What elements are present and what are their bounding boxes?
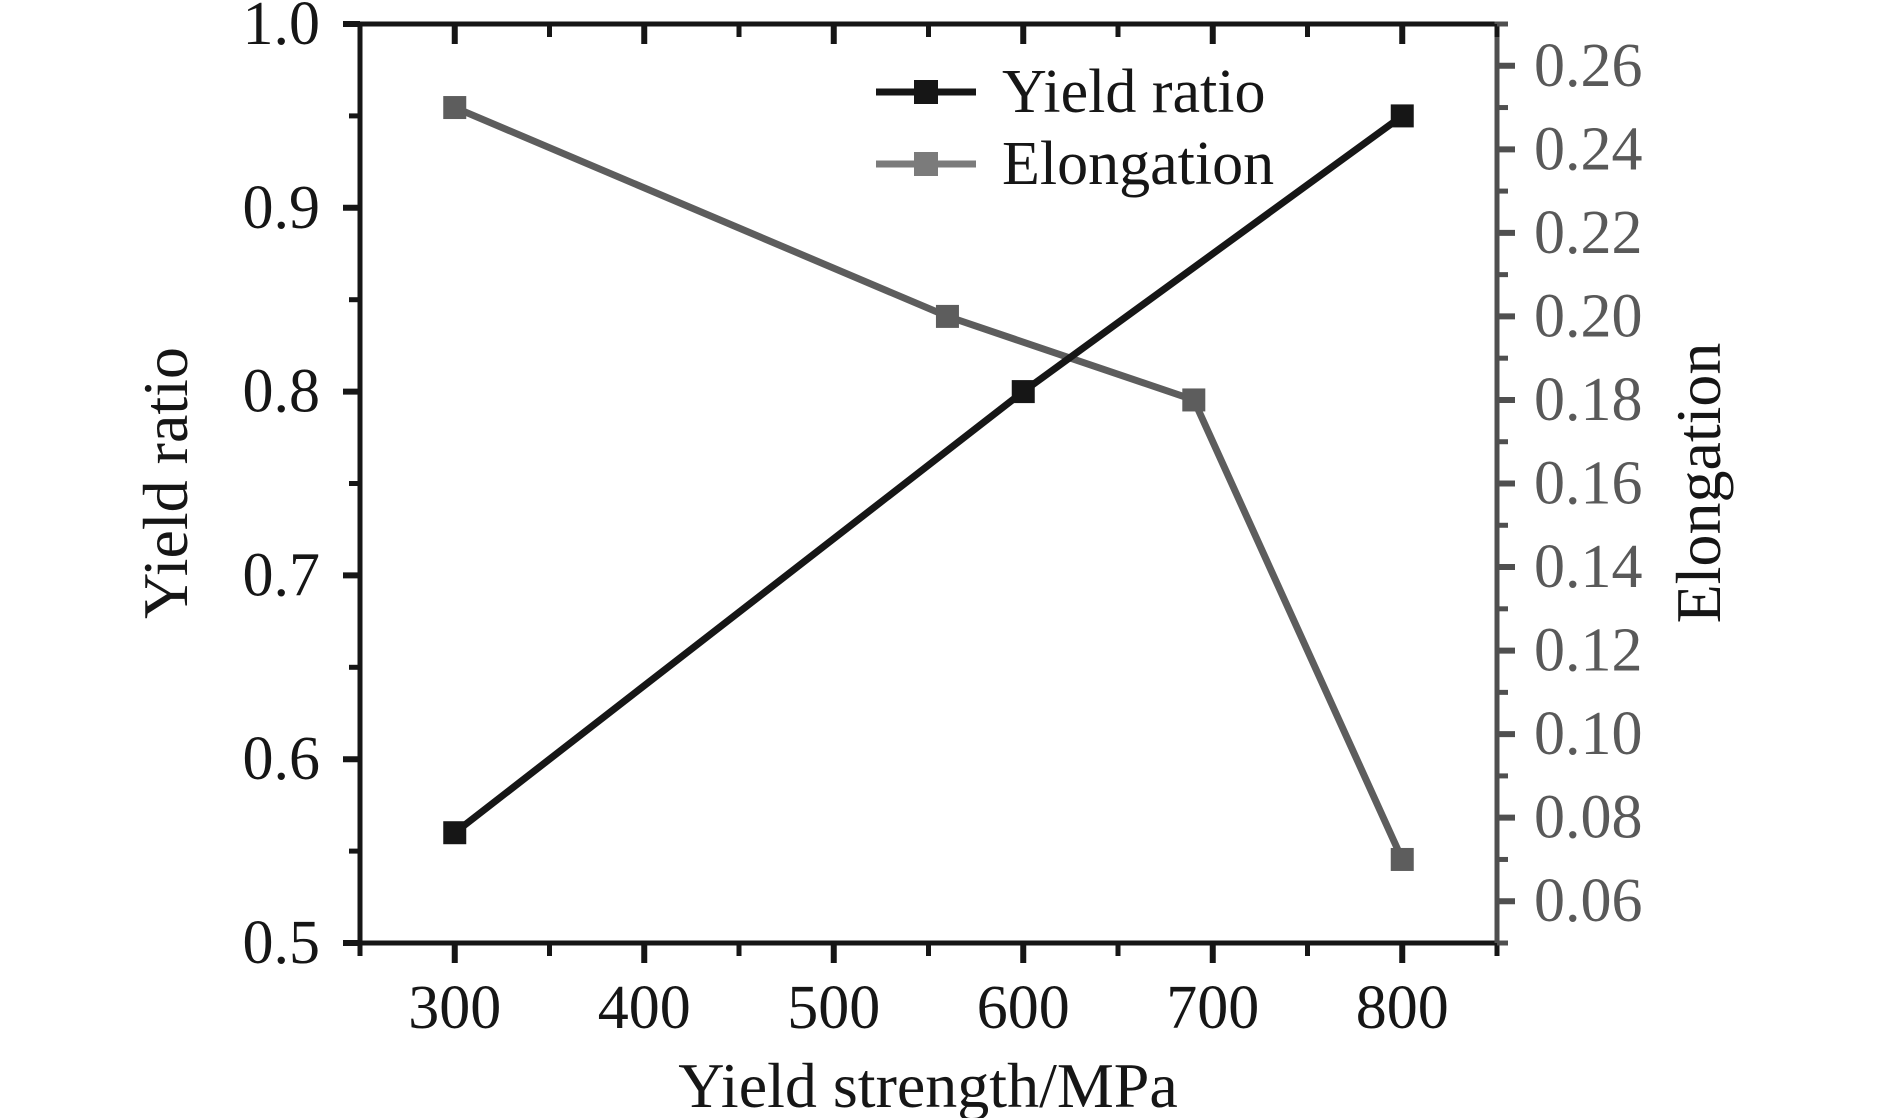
x-tick-label: 500	[787, 974, 880, 1042]
y-axis-left-title: Yield ratio	[130, 347, 201, 619]
legend-entry-elongation: Elongation	[876, 128, 1274, 200]
x-tick-label: 300	[408, 974, 501, 1042]
x-tick-label: 800	[1356, 974, 1449, 1042]
legend-label: Yield ratio	[1002, 58, 1266, 126]
y-right-tick-label: 0.22	[1534, 199, 1643, 267]
y-right-tick-label: 0.08	[1534, 784, 1643, 852]
x-tick-label: 700	[1166, 974, 1259, 1042]
elongation-legend-marker-icon	[876, 152, 976, 176]
elongation-marker	[443, 96, 467, 120]
y-left-tick-label: 0.8	[243, 358, 321, 426]
y-left-tick-label: 0.7	[243, 541, 321, 609]
elongation-marker	[935, 304, 959, 328]
y-left-tick-label: 1.0	[243, 0, 321, 58]
y-right-tick-label: 0.14	[1534, 533, 1643, 601]
y-left-tick-label: 0.9	[243, 174, 321, 242]
elongation-marker	[1390, 847, 1414, 871]
x-tick-label: 600	[977, 974, 1070, 1042]
legend-entry-yield-ratio: Yield ratio	[876, 56, 1274, 128]
y-right-tick-label: 0.20	[1534, 282, 1643, 350]
yield-ratio-marker	[1390, 104, 1414, 128]
x-tick-label: 400	[598, 974, 691, 1042]
y-left-tick-label: 0.6	[243, 725, 321, 793]
legend: Yield ratio Elongation	[876, 56, 1274, 200]
y-right-tick-label: 0.26	[1534, 32, 1643, 100]
yield-ratio-marker	[1011, 380, 1035, 404]
x-axis-title: Yield strength/MPa	[678, 1050, 1178, 1118]
yield-ratio-marker	[443, 821, 467, 845]
y-right-tick-label: 0.18	[1534, 366, 1643, 434]
y-right-tick-label: 0.10	[1534, 700, 1643, 768]
y-axis-right-title: Elongation	[1663, 342, 1734, 624]
y-right-tick-label: 0.16	[1534, 450, 1643, 518]
yield-ratio-line	[452, 113, 1405, 836]
y-right-tick-label: 0.06	[1534, 867, 1643, 935]
y-right-tick-label: 0.12	[1534, 617, 1643, 685]
yield-ratio-legend-marker-icon	[876, 80, 976, 104]
elongation-marker	[1182, 388, 1206, 412]
legend-label: Elongation	[1002, 130, 1275, 198]
y-right-tick-label: 0.24	[1534, 115, 1643, 183]
y-left-tick-label: 0.5	[243, 909, 321, 977]
